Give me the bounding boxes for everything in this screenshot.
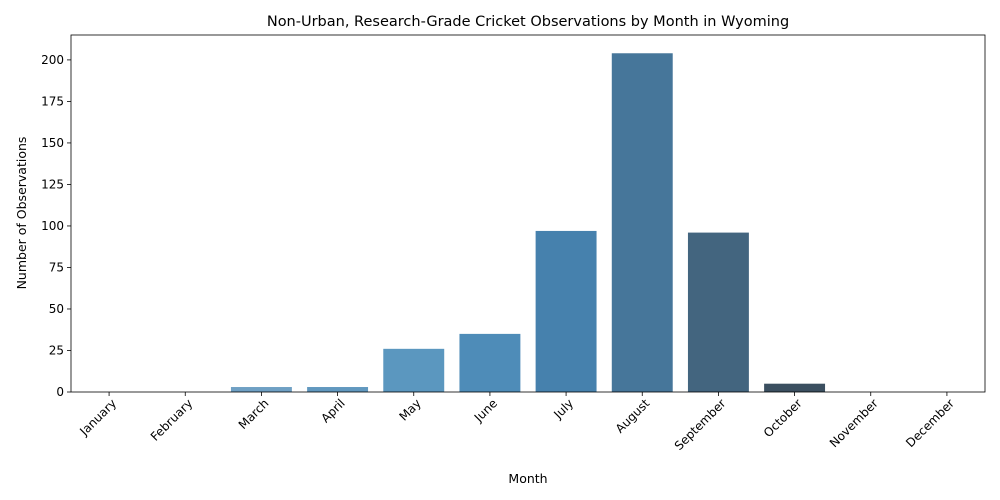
x-tick-label-march: March [236, 396, 272, 432]
bar-june [459, 333, 521, 392]
y-tick-label: 125 [41, 177, 64, 191]
x-tick-label-november: November [827, 396, 881, 450]
bar-april [307, 387, 369, 392]
x-tick-label-december: December [903, 396, 957, 450]
y-tick-label: 150 [41, 136, 64, 150]
y-axis: 0 25 50 75 100 125 150 175 200 [41, 53, 71, 399]
y-tick-label: 0 [56, 385, 64, 399]
x-tick-label-may: May [396, 396, 423, 423]
y-tick-label: 75 [49, 260, 64, 274]
bar-march [230, 387, 292, 392]
x-tick-label-june: June [471, 396, 500, 425]
bar-september [687, 232, 749, 392]
y-tick-label: 25 [49, 343, 64, 357]
plot-frame [70, 34, 986, 393]
x-tick-label-july: July [550, 396, 576, 422]
y-tick-label: 50 [49, 302, 64, 316]
y-tick-label: 200 [41, 53, 64, 67]
bars-group [230, 53, 826, 393]
y-tick-label: 175 [41, 94, 64, 108]
bar-july [535, 230, 597, 392]
x-axis-label: Month [508, 471, 547, 486]
x-tick-label-april: April [318, 396, 347, 425]
x-axis: January February March April May June July Augu… [76, 392, 957, 453]
bar-october [764, 383, 826, 392]
y-axis-label: Number of Observations [14, 137, 29, 290]
x-tick-label-january: January [76, 396, 119, 439]
bar-august [611, 53, 673, 393]
y-tick-label: 100 [41, 219, 64, 233]
x-tick-label-august: August [613, 396, 653, 436]
chart-title: Non-Urban, Research-Grade Cricket Observ… [267, 14, 789, 30]
x-tick-label-february: February [148, 396, 196, 444]
bar-may [383, 348, 445, 392]
x-tick-label-october: October [761, 396, 805, 440]
x-tick-label-september: September [672, 396, 729, 453]
